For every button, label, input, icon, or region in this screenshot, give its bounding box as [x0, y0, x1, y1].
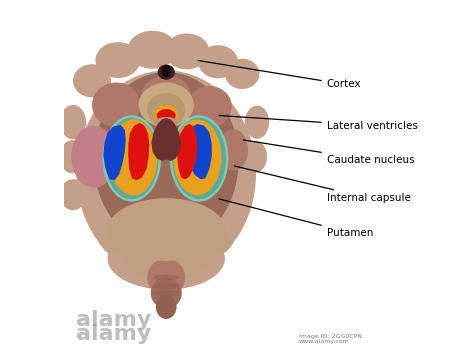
- Polygon shape: [186, 124, 212, 179]
- Ellipse shape: [225, 59, 259, 89]
- Text: Putamen: Putamen: [219, 199, 373, 238]
- Ellipse shape: [170, 115, 228, 201]
- Ellipse shape: [187, 86, 232, 127]
- Text: Caudate nucleus: Caudate nucleus: [243, 140, 414, 165]
- Ellipse shape: [76, 70, 256, 278]
- Text: Lateral ventricles: Lateral ventricles: [219, 116, 418, 130]
- Ellipse shape: [157, 65, 175, 80]
- Polygon shape: [154, 105, 179, 119]
- Ellipse shape: [94, 72, 239, 248]
- Ellipse shape: [147, 93, 185, 127]
- Ellipse shape: [60, 105, 86, 140]
- Ellipse shape: [106, 198, 227, 267]
- Ellipse shape: [60, 140, 84, 173]
- Text: www.alamy.com: www.alamy.com: [299, 339, 350, 344]
- Text: alamy: alamy: [76, 310, 152, 330]
- Ellipse shape: [109, 119, 157, 196]
- Ellipse shape: [198, 45, 238, 78]
- Polygon shape: [128, 123, 149, 180]
- Ellipse shape: [138, 82, 194, 127]
- Text: alamy: alamy: [76, 324, 152, 344]
- Ellipse shape: [162, 65, 171, 77]
- Ellipse shape: [156, 295, 177, 319]
- Ellipse shape: [153, 275, 179, 280]
- Ellipse shape: [219, 129, 248, 171]
- Polygon shape: [151, 118, 181, 161]
- Ellipse shape: [71, 126, 116, 188]
- Ellipse shape: [172, 118, 226, 199]
- Ellipse shape: [108, 228, 225, 290]
- Ellipse shape: [92, 82, 140, 127]
- Polygon shape: [156, 109, 176, 119]
- Text: Cortex: Cortex: [198, 61, 361, 89]
- Ellipse shape: [73, 64, 111, 97]
- Text: Image ID: 2GG0CPN: Image ID: 2GG0CPN: [299, 334, 362, 339]
- Ellipse shape: [102, 115, 161, 201]
- Polygon shape: [177, 124, 197, 179]
- Ellipse shape: [125, 239, 208, 281]
- Polygon shape: [103, 125, 126, 180]
- Ellipse shape: [164, 33, 210, 69]
- Ellipse shape: [60, 179, 86, 210]
- Ellipse shape: [245, 141, 267, 172]
- Ellipse shape: [245, 106, 269, 139]
- Ellipse shape: [105, 118, 159, 199]
- Text: Internal capsule: Internal capsule: [235, 166, 410, 203]
- Ellipse shape: [173, 119, 221, 196]
- Polygon shape: [99, 227, 234, 261]
- Ellipse shape: [147, 259, 185, 296]
- Ellipse shape: [128, 31, 177, 69]
- Ellipse shape: [95, 42, 140, 78]
- Ellipse shape: [151, 278, 182, 309]
- Ellipse shape: [140, 76, 192, 120]
- Ellipse shape: [153, 283, 179, 289]
- Ellipse shape: [153, 290, 179, 296]
